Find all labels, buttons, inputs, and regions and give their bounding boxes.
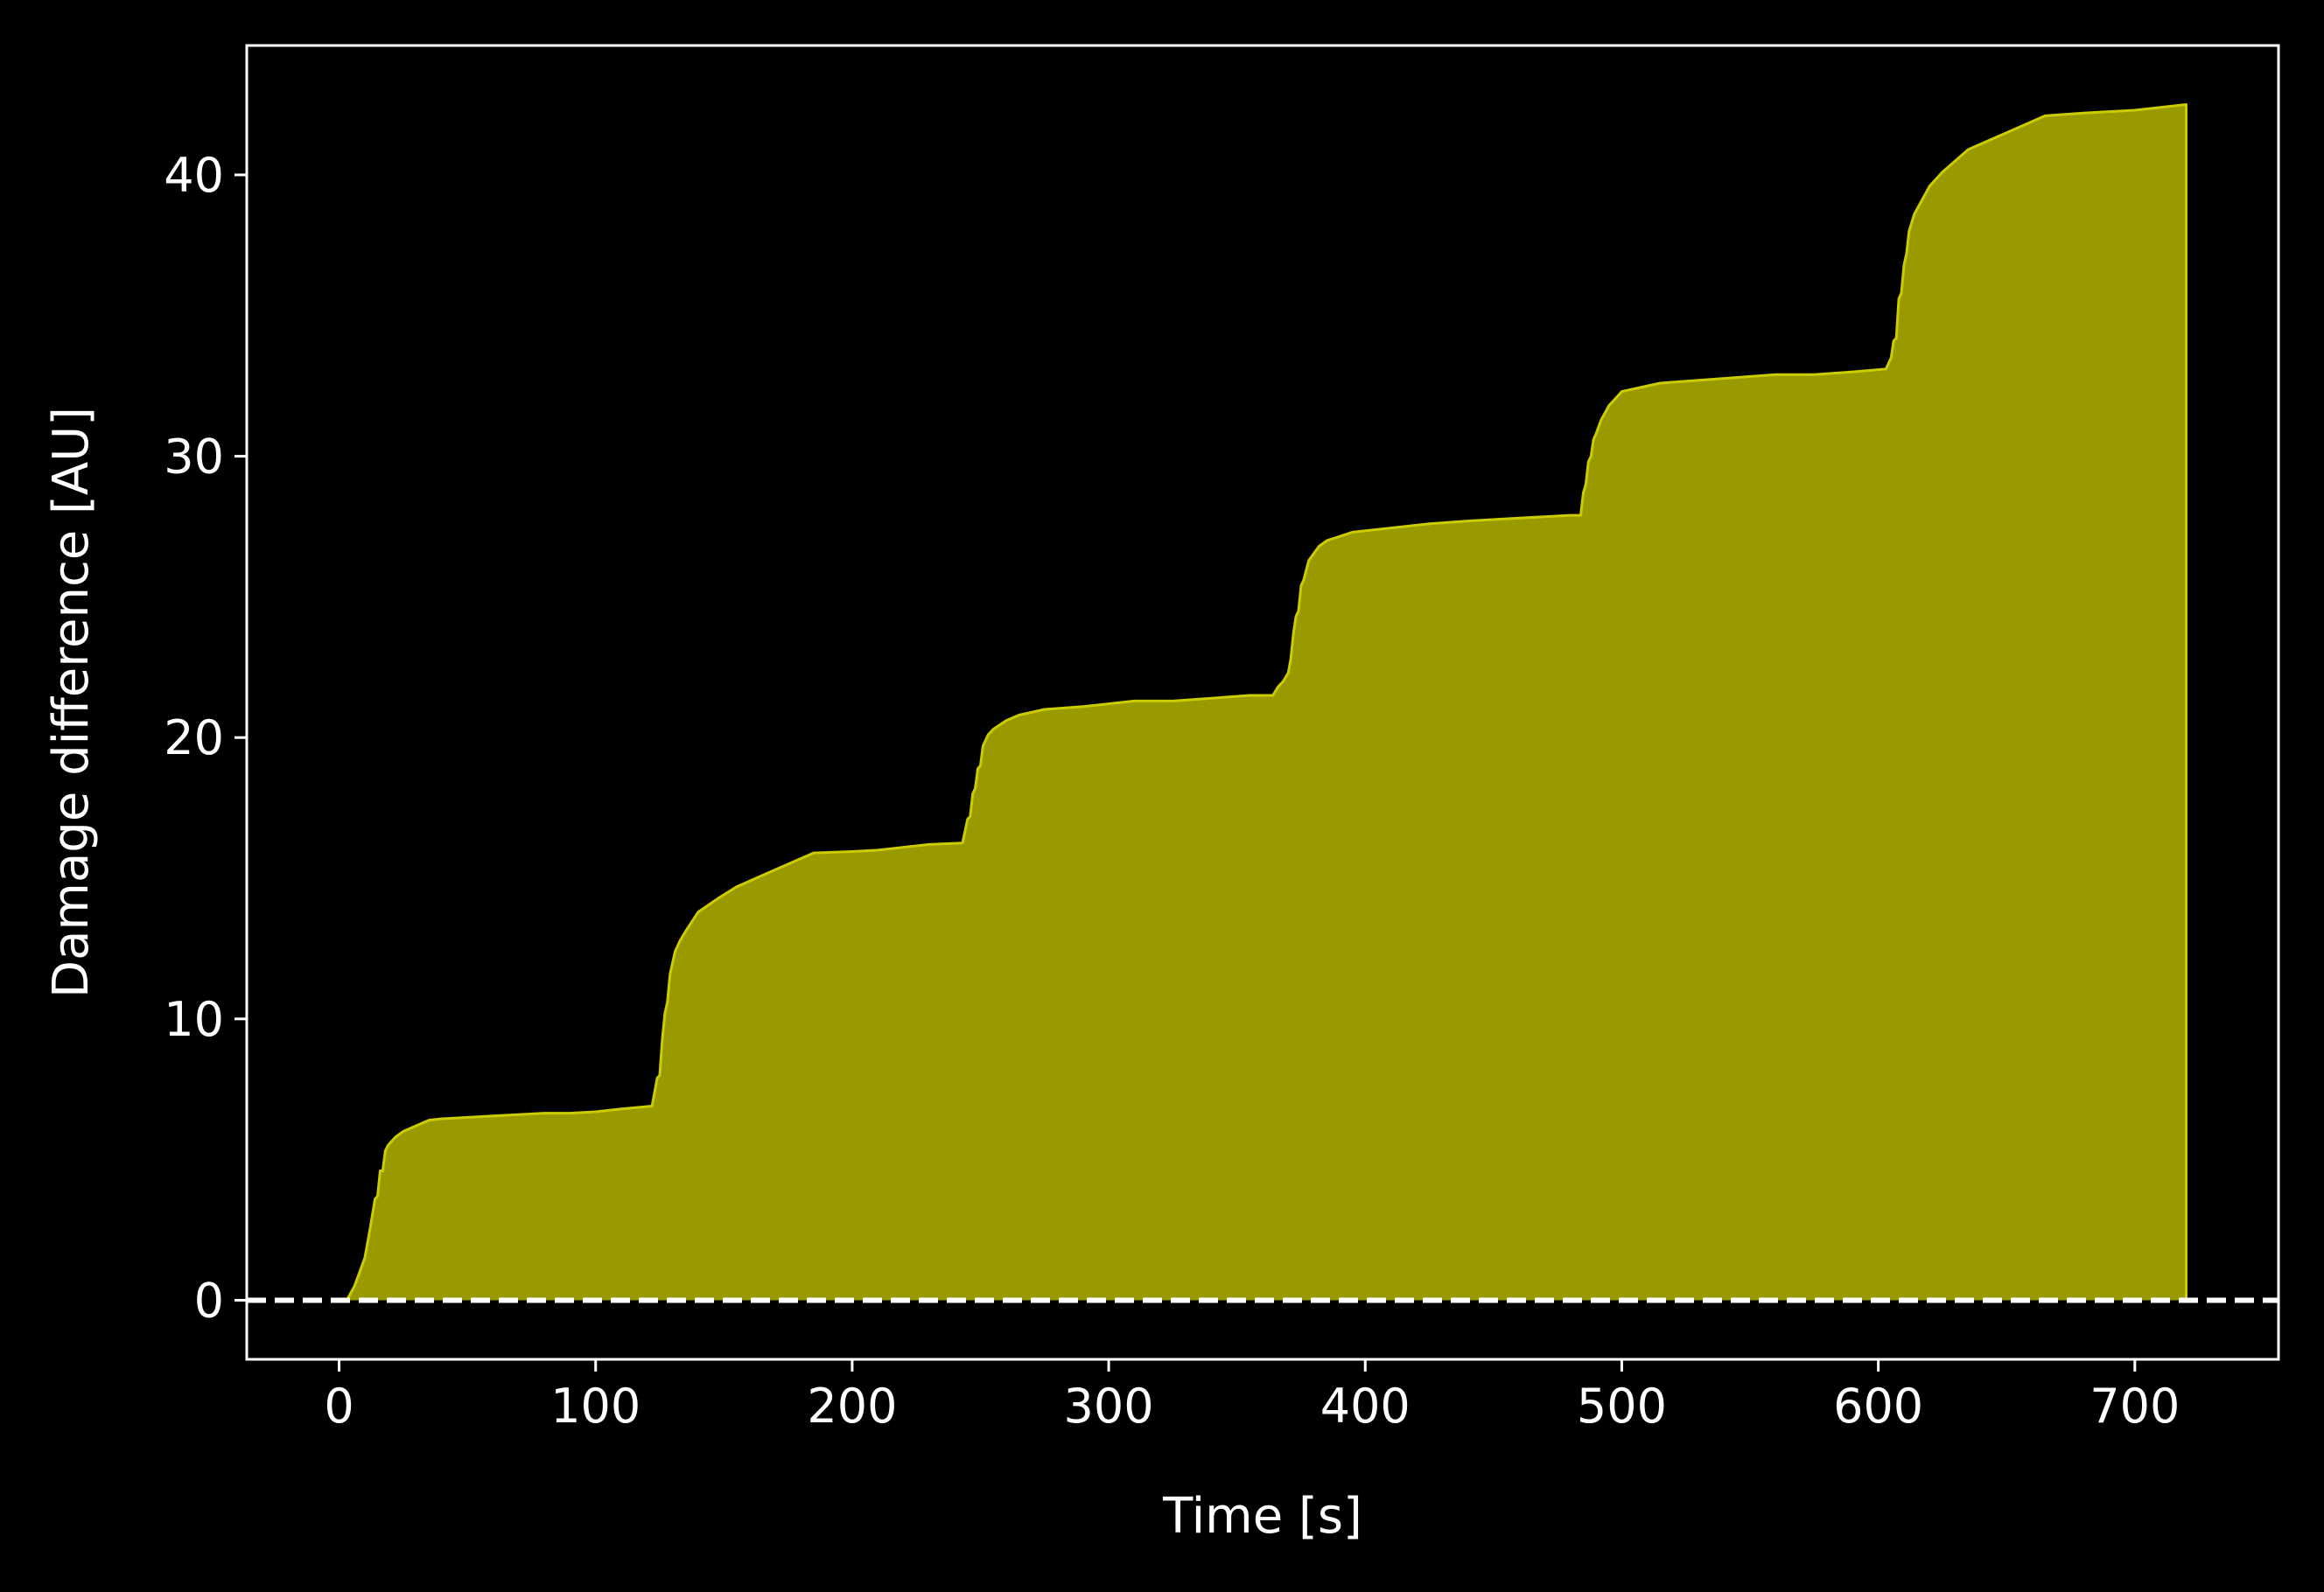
area-outline-0 <box>345 103 2188 1302</box>
x-tick-label: 700 <box>2090 1379 2180 1434</box>
plot-area <box>345 103 2188 1302</box>
y-tick-label: 0 <box>194 1273 224 1328</box>
x-tick-label: 500 <box>1577 1379 1667 1434</box>
y-axis-label: Damage difference [AU] <box>43 407 100 998</box>
y-tick-label: 30 <box>164 429 224 485</box>
y-tick-label: 20 <box>164 710 224 765</box>
x-tick-label: 0 <box>324 1379 354 1434</box>
y-tick-label: 10 <box>164 992 224 1047</box>
x-tick-label: 400 <box>1320 1379 1410 1434</box>
x-tick-label: 200 <box>807 1379 897 1434</box>
x-axis-label: Time [s] <box>1162 1488 1362 1545</box>
x-axis-ticks: 0 100 200 300 400 500 600 700 <box>324 1359 2180 1434</box>
area-fill-0 <box>346 104 2187 1301</box>
y-axis-ticks: 0 10 20 30 40 <box>164 148 247 1328</box>
axes-frame <box>245 44 2280 1361</box>
x-tick-label: 100 <box>550 1379 640 1434</box>
x-tick-label: 600 <box>1833 1379 1923 1434</box>
y-tick-label: 40 <box>164 148 224 203</box>
x-tick-label: 300 <box>1064 1379 1154 1434</box>
